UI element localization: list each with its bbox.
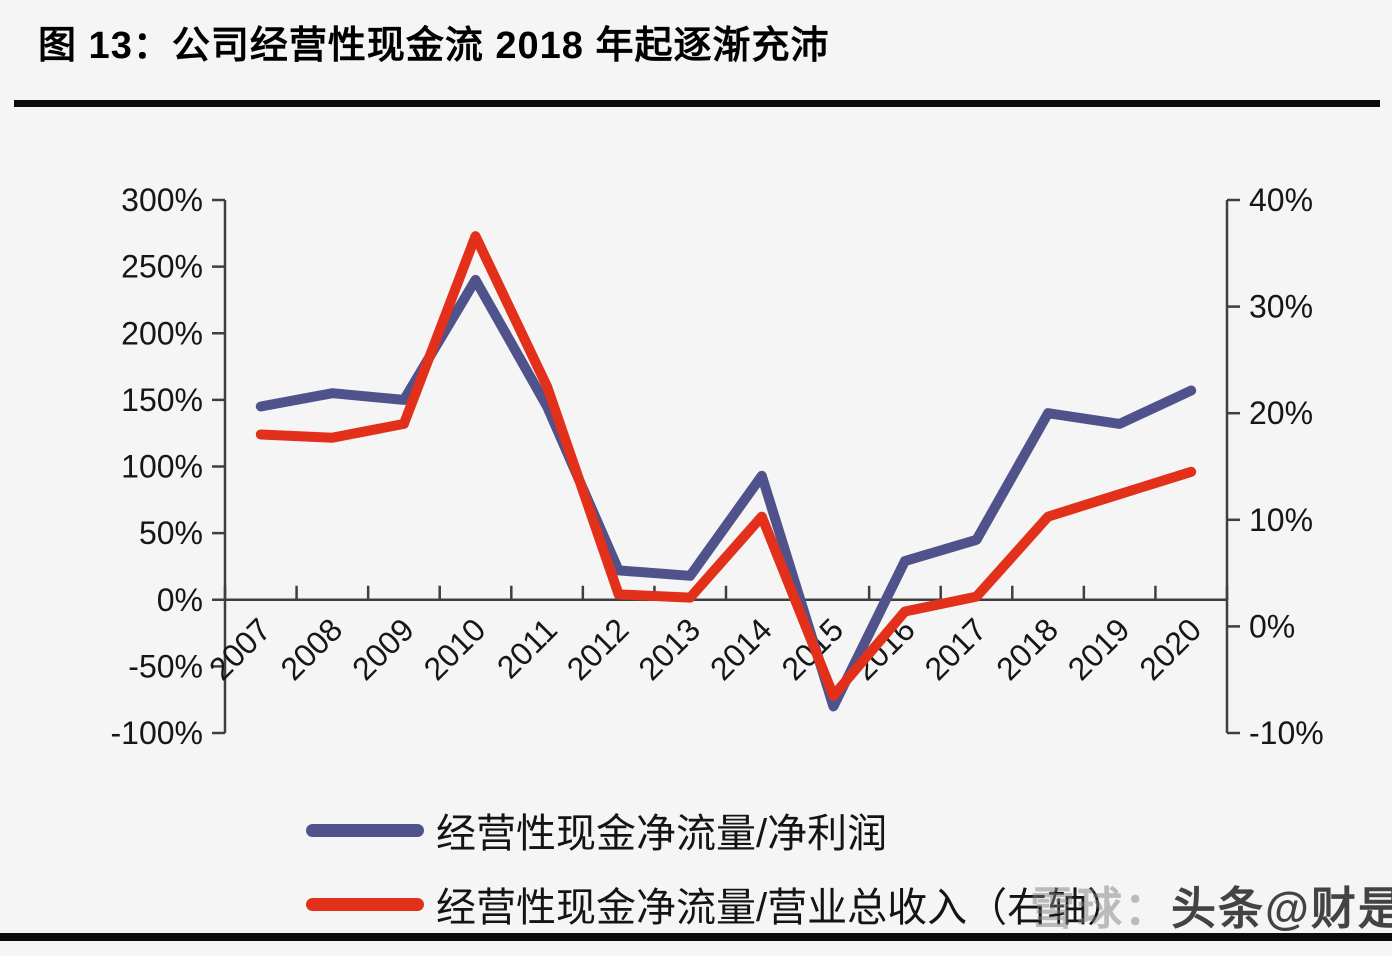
right-tick-label: 0% xyxy=(1249,608,1295,644)
year-label: 2007 xyxy=(202,611,278,687)
year-label: 2014 xyxy=(703,611,779,687)
left-tick-label: 300% xyxy=(121,182,203,218)
bottom-divider xyxy=(0,933,1392,941)
legend-swatch-red xyxy=(306,897,424,911)
legend-item-revenue: 经营性现金净流量/营业总收入（右轴） xyxy=(306,878,1127,930)
year-label: 2010 xyxy=(417,611,493,687)
left-tick-label: 150% xyxy=(121,382,203,418)
year-label: 2011 xyxy=(490,611,564,685)
left-tick-label: 100% xyxy=(121,449,203,485)
legend-swatch-blue xyxy=(306,823,424,837)
left-tick-label: 0% xyxy=(157,582,203,618)
legend-label-net-profit: 经营性现金净流量/净利润 xyxy=(436,812,888,856)
left-tick-label: -100% xyxy=(111,715,204,751)
year-label: 2008 xyxy=(274,611,350,687)
right-tick-label: 20% xyxy=(1249,395,1313,431)
right-tick-label: 40% xyxy=(1249,182,1313,218)
right-tick-label: 10% xyxy=(1249,502,1313,538)
year-label: 2009 xyxy=(345,611,421,687)
right-axis-ticks: 40% 30% 20% 10% 0% -10% xyxy=(1249,182,1324,751)
chart-title: 图 13：公司经营性现金流 2018 年起逐渐充沛 xyxy=(38,25,830,67)
series-line-1 xyxy=(255,231,1197,701)
left-tick-label: 200% xyxy=(121,315,203,351)
legend: 经营性现金净流量/净利润 经营性现金净流量/营业总收入（右轴） xyxy=(306,804,1127,930)
right-tick-label: 30% xyxy=(1249,289,1313,325)
right-tick-label: -10% xyxy=(1249,715,1324,751)
year-label: 2018 xyxy=(989,611,1065,687)
year-label: 2017 xyxy=(918,611,994,687)
year-label: 2012 xyxy=(560,611,636,687)
left-axis-ticks: 300% 250% 200% 150% 100% 50% 0% -50% -100% xyxy=(111,182,204,751)
axes: 300% 250% 200% 150% 100% 50% 0% -50% -100% 40% 30%… xyxy=(111,182,1324,751)
year-label: 2019 xyxy=(1061,611,1137,687)
x-axis-labels: 2007200820092010201120122013201420152016… xyxy=(202,611,1208,687)
left-tick-label: 250% xyxy=(121,249,203,285)
title-divider xyxy=(14,100,1380,107)
legend-label-revenue: 经营性现金净流量/营业总收入（右轴） xyxy=(436,886,1128,930)
legend-item-net-profit: 经营性现金净流量/净利润 xyxy=(306,804,1127,856)
year-label: 2020 xyxy=(1132,611,1208,687)
left-tick-label: -50% xyxy=(128,648,203,684)
year-label: 2013 xyxy=(631,611,707,687)
left-tick-label: 50% xyxy=(139,515,203,551)
